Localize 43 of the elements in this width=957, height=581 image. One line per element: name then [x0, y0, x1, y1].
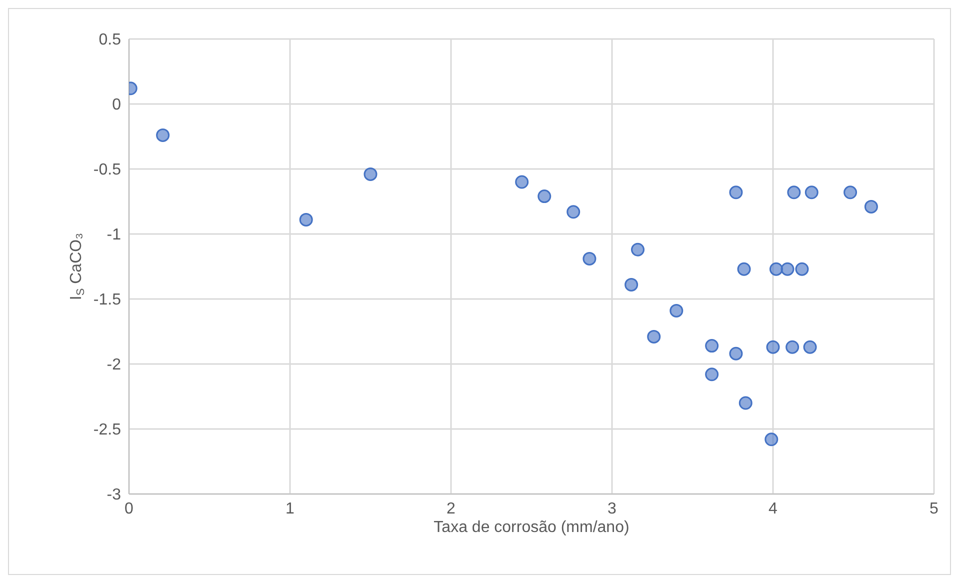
point	[844, 186, 858, 200]
point	[764, 432, 778, 446]
point	[803, 340, 817, 354]
point	[364, 167, 378, 181]
y-tick-label: -1	[106, 226, 122, 244]
y-tick-label: -2	[106, 356, 122, 374]
point	[769, 262, 783, 276]
x-tick-label: 2	[446, 500, 456, 518]
point	[705, 339, 719, 353]
point	[670, 304, 684, 318]
y-tick-label: -0.5	[93, 162, 122, 179]
point	[156, 128, 170, 142]
point	[738, 396, 752, 410]
point	[582, 252, 596, 266]
x-tick-label: 5	[930, 500, 939, 518]
y-tick-label: 0.5	[98, 32, 122, 49]
point	[729, 346, 743, 360]
point	[624, 278, 638, 292]
point	[786, 340, 800, 354]
point	[804, 186, 818, 200]
x-axis-title: Taxa de corrosão (mm/ano)	[434, 519, 630, 536]
y-tick-label: 0	[112, 96, 122, 114]
point	[729, 186, 743, 200]
x-tick-label: 4	[768, 500, 778, 518]
x-tick-label: 1	[286, 500, 295, 518]
point	[515, 175, 529, 189]
point	[864, 200, 878, 214]
y-tick-label: -3	[106, 486, 122, 504]
point	[647, 330, 661, 344]
point	[766, 340, 780, 354]
point	[795, 262, 809, 276]
point	[780, 262, 794, 276]
point	[566, 205, 580, 219]
point	[631, 242, 645, 256]
point	[705, 368, 719, 382]
x-tick-label: 3	[608, 500, 617, 518]
point	[737, 262, 751, 276]
point	[538, 190, 552, 204]
point	[299, 212, 313, 226]
y-tick-label: -1.5	[93, 292, 122, 309]
y-tick-label: -2.5	[93, 422, 122, 439]
point	[787, 186, 801, 200]
x-tick-label: 0	[124, 500, 134, 518]
